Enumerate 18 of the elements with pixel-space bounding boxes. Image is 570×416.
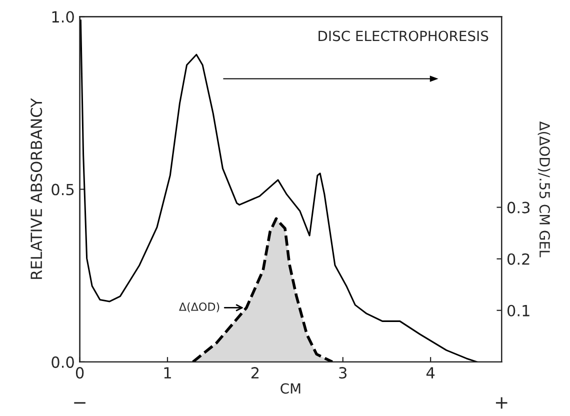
x-tick-label: 3 [339, 367, 347, 379]
y-tick-label: 1.0 [52, 11, 74, 23]
annotation: Δ(ΔOD) [179, 302, 220, 312]
y-axis-title: RELATIVE ABSORBANCY [30, 98, 42, 279]
x-axis-title: CM [280, 383, 300, 394]
annotation: DISC ELECTROPHORESIS [318, 30, 488, 42]
text: + [496, 397, 508, 409]
x-tick-label: 4 [426, 367, 435, 378]
y-tick-label: 0.5 [52, 184, 74, 196]
x-tick-label: 0 [76, 367, 84, 379]
y-tick-label: 0.0 [52, 356, 74, 368]
y2-tick-label: 0.3 [507, 202, 530, 214]
y2-axis-title: Δ(ΔOD)/.55 CM GEL [538, 121, 550, 258]
x-tick-label: 2 [251, 367, 259, 378]
y2-tick-label: 0.1 [507, 304, 530, 316]
text: − [74, 402, 86, 404]
x-tick-label: 1 [164, 367, 171, 378]
y2-tick-label: 0.2 [507, 253, 530, 265]
